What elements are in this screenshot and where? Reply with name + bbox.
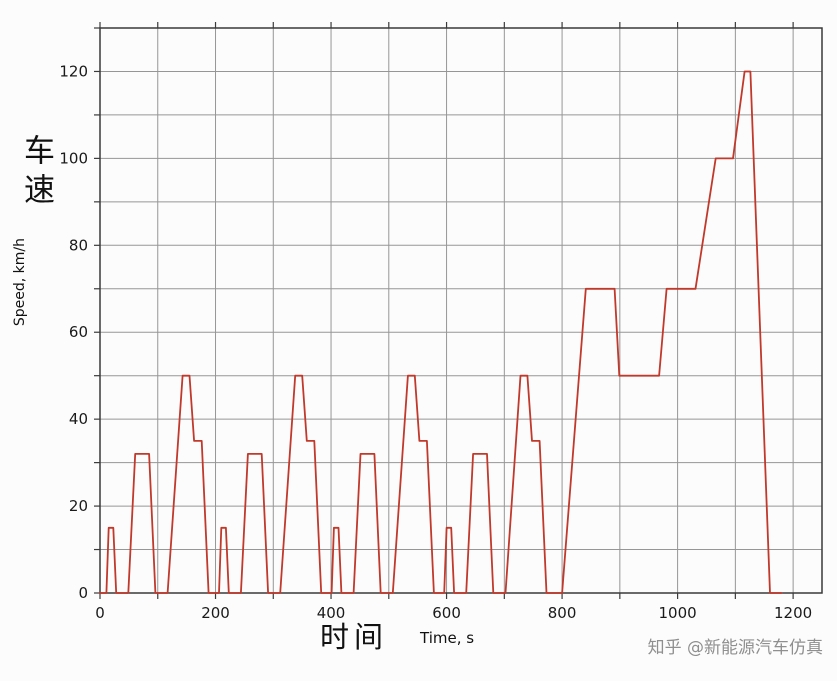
x-axis-label-en: Time, s <box>420 629 475 647</box>
speed-line <box>99 70 783 594</box>
x-tick-label: 600 <box>432 604 461 622</box>
x-tick-label: 200 <box>201 604 230 622</box>
y-tick-label: 20 <box>69 497 88 515</box>
y-tick-label: 40 <box>69 410 88 428</box>
y-axis-label-en: Speed, km/h <box>12 238 28 327</box>
y-axis-label-cn: 车速 <box>18 134 54 212</box>
y-tick-label: 0 <box>78 584 88 602</box>
y-tick-label: 100 <box>59 149 88 167</box>
y-tick-label: 120 <box>59 62 88 80</box>
x-tick-label: 800 <box>548 604 577 622</box>
y-tick-label: 80 <box>69 236 88 254</box>
x-tick-label: 0 <box>95 604 105 622</box>
x-tick-label: 1200 <box>774 604 812 622</box>
x-axis-label-cn: 时间 <box>320 620 389 654</box>
plot-border <box>99 27 823 594</box>
watermark: 知乎 @新能源汽车仿真 <box>647 638 823 658</box>
x-tick-label: 1000 <box>659 604 697 622</box>
x-tick-label: 400 <box>317 604 346 622</box>
y-tick-label: 60 <box>69 323 88 341</box>
